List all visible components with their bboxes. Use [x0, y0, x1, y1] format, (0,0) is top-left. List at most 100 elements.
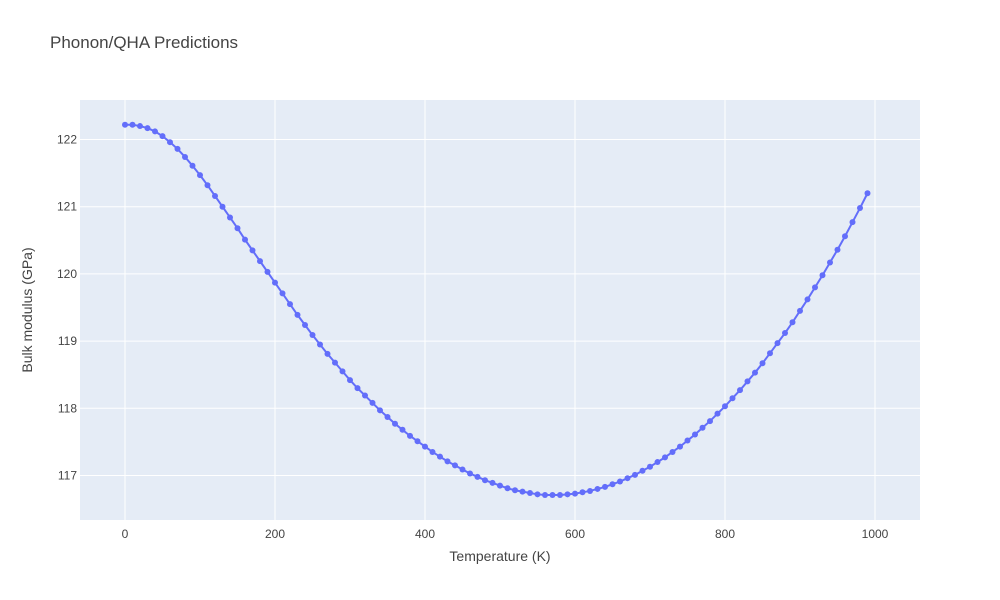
- data-point: [789, 319, 796, 326]
- data-point: [564, 491, 571, 498]
- data-point: [819, 272, 826, 279]
- data-point: [602, 483, 608, 490]
- data-point: [699, 424, 706, 431]
- data-point: [257, 258, 263, 265]
- data-point: [467, 470, 473, 477]
- data-point: [849, 219, 856, 226]
- data-point: [347, 377, 353, 384]
- data-point: [782, 330, 788, 337]
- data-point: [512, 487, 518, 494]
- x-tick-label: 1000: [862, 527, 889, 541]
- data-point: [309, 332, 316, 339]
- data-point: [542, 491, 548, 498]
- data-point: [414, 438, 421, 445]
- data-point: [279, 290, 286, 297]
- data-point: [212, 192, 218, 199]
- data-point: [677, 443, 683, 450]
- data-point: [444, 458, 451, 465]
- data-point: [384, 414, 391, 421]
- data-point: [587, 487, 593, 494]
- data-point: [422, 443, 428, 450]
- data-point: [857, 205, 863, 212]
- x-axis-title: Temperature (K): [449, 548, 550, 564]
- data-point: [759, 360, 766, 367]
- data-point: [504, 485, 511, 492]
- data-point: [707, 418, 713, 425]
- x-tick-label: 400: [415, 527, 435, 541]
- data-point: [152, 128, 158, 135]
- data-point: [242, 236, 248, 243]
- data-point: [684, 437, 691, 444]
- data-point: [459, 466, 466, 473]
- data-point: [744, 378, 751, 385]
- x-tick-label: 800: [715, 527, 735, 541]
- data-point: [767, 350, 773, 357]
- data-point: [662, 454, 668, 461]
- x-tick-label: 0: [122, 527, 129, 541]
- data-point: [234, 225, 241, 232]
- data-point: [407, 432, 413, 439]
- data-point: [729, 395, 736, 402]
- data-point: [774, 340, 781, 347]
- data-point: [129, 121, 136, 128]
- data-point: [804, 296, 811, 303]
- y-tick-label: 118: [58, 401, 77, 415]
- data-point: [752, 369, 758, 376]
- data-point: [624, 475, 631, 482]
- data-point: [392, 420, 398, 427]
- data-point: [189, 162, 196, 169]
- data-point: [812, 284, 818, 291]
- data-point: [632, 471, 638, 478]
- data-point: [377, 407, 383, 414]
- data-point: [572, 490, 578, 497]
- data-point: [294, 311, 301, 318]
- y-tick-label: 117: [58, 469, 77, 483]
- data-point: [549, 491, 556, 498]
- data-point: [429, 448, 436, 455]
- data-point: [167, 139, 173, 146]
- data-point: [579, 489, 586, 496]
- data-point: [452, 462, 458, 469]
- y-tick-label: 121: [57, 200, 77, 214]
- data-point: [834, 246, 841, 253]
- data-point: [639, 467, 646, 474]
- data-point: [174, 145, 181, 152]
- x-tick-label: 600: [565, 527, 585, 541]
- data-point: [369, 399, 376, 406]
- data-point: [264, 268, 271, 275]
- data-point: [497, 482, 503, 489]
- data-point: [362, 392, 368, 399]
- data-point: [527, 489, 533, 496]
- data-point: [797, 307, 803, 314]
- data-point: [692, 431, 698, 438]
- data-point: [317, 341, 323, 348]
- data-point: [594, 485, 601, 492]
- data-point: [722, 403, 728, 410]
- data-point: [182, 153, 188, 160]
- data-point: [737, 387, 743, 394]
- data-point: [864, 190, 871, 197]
- y-axis-title: Bulk modulus (GPa): [19, 247, 35, 372]
- data-point: [159, 133, 166, 140]
- series-line: [125, 123, 869, 496]
- data-point: [324, 350, 331, 357]
- data-point: [332, 359, 338, 366]
- data-point: [519, 488, 526, 495]
- data-point: [197, 172, 203, 179]
- data-point: [842, 233, 848, 240]
- data-point: [249, 247, 256, 254]
- data-point: [144, 125, 151, 132]
- data-point: [339, 368, 346, 375]
- data-point: [204, 182, 211, 189]
- data-point: [609, 481, 616, 488]
- chart-title: Phonon/QHA Predictions: [50, 33, 239, 52]
- data-point: [557, 491, 563, 498]
- data-point: [272, 279, 278, 286]
- data-point: [827, 259, 833, 266]
- y-tick-label: 119: [58, 334, 77, 348]
- data-point: [474, 473, 481, 480]
- data-point: [714, 410, 721, 417]
- data-point: [122, 121, 128, 128]
- data-point: [287, 301, 293, 308]
